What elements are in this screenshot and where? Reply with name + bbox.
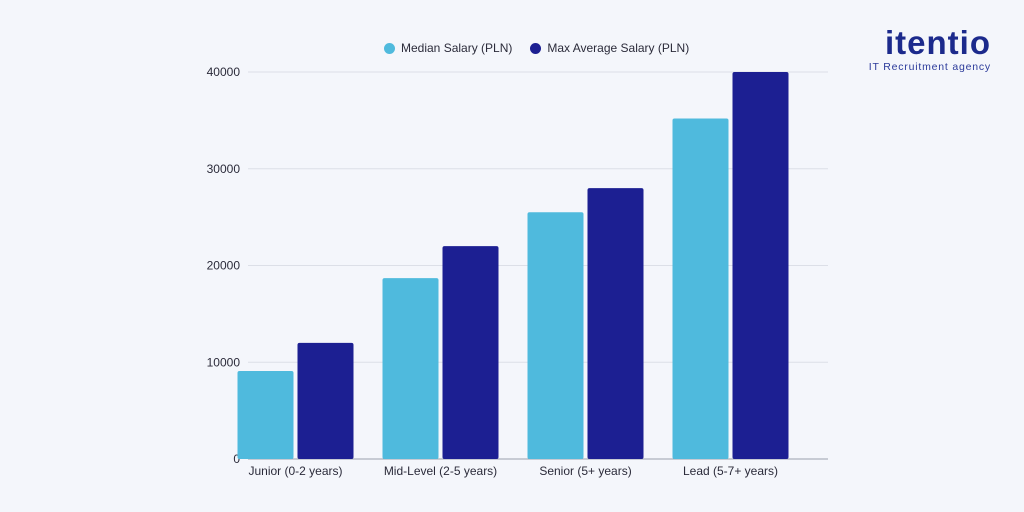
x-tick-label: Mid-Level (2-5 years)	[384, 464, 497, 478]
legend: Median Salary (PLN) Max Average Salary (…	[384, 41, 689, 55]
y-axis: 0 10000 20000 30000 40000	[207, 65, 241, 466]
legend-swatch-median	[384, 42, 395, 54]
bar-median-1	[382, 278, 439, 459]
bar-median-2	[527, 212, 584, 459]
bar-max-0	[297, 342, 354, 459]
x-tick-label: Junior (0-2 years)	[248, 464, 342, 478]
legend-item-max: Max Average Salary (PLN)	[530, 41, 689, 55]
y-tick-label: 20000	[207, 259, 241, 273]
legend-item-median: Median Salary (PLN)	[384, 41, 512, 55]
brand-name: itentio	[885, 24, 991, 61]
bar-max-2	[587, 188, 644, 459]
bar-max-1	[442, 246, 499, 459]
bar-median-0	[237, 370, 294, 459]
legend-swatch-max	[530, 42, 542, 54]
brand-tagline: IT Recruitment agency	[868, 61, 991, 73]
x-tick-label: Lead (5-7+ years)	[683, 464, 778, 478]
x-axis: Junior (0-2 years) Mid-Level (2-5 years) S…	[248, 464, 778, 478]
legend-label-max: Max Average Salary (PLN)	[547, 41, 690, 55]
legend-label-median: Median Salary (PLN)	[401, 41, 513, 55]
bar-median-3	[672, 118, 729, 459]
y-tick-label: 40000	[207, 65, 241, 79]
y-tick-label: 0	[233, 452, 240, 466]
y-tick-label: 30000	[207, 162, 241, 176]
bar-max-3	[732, 72, 789, 459]
y-tick-label: 10000	[207, 355, 241, 369]
brand-logo: itentio IT Recruitment agency	[868, 24, 991, 74]
bars	[237, 72, 789, 459]
x-tick-label: Senior (5+ years)	[539, 464, 631, 478]
